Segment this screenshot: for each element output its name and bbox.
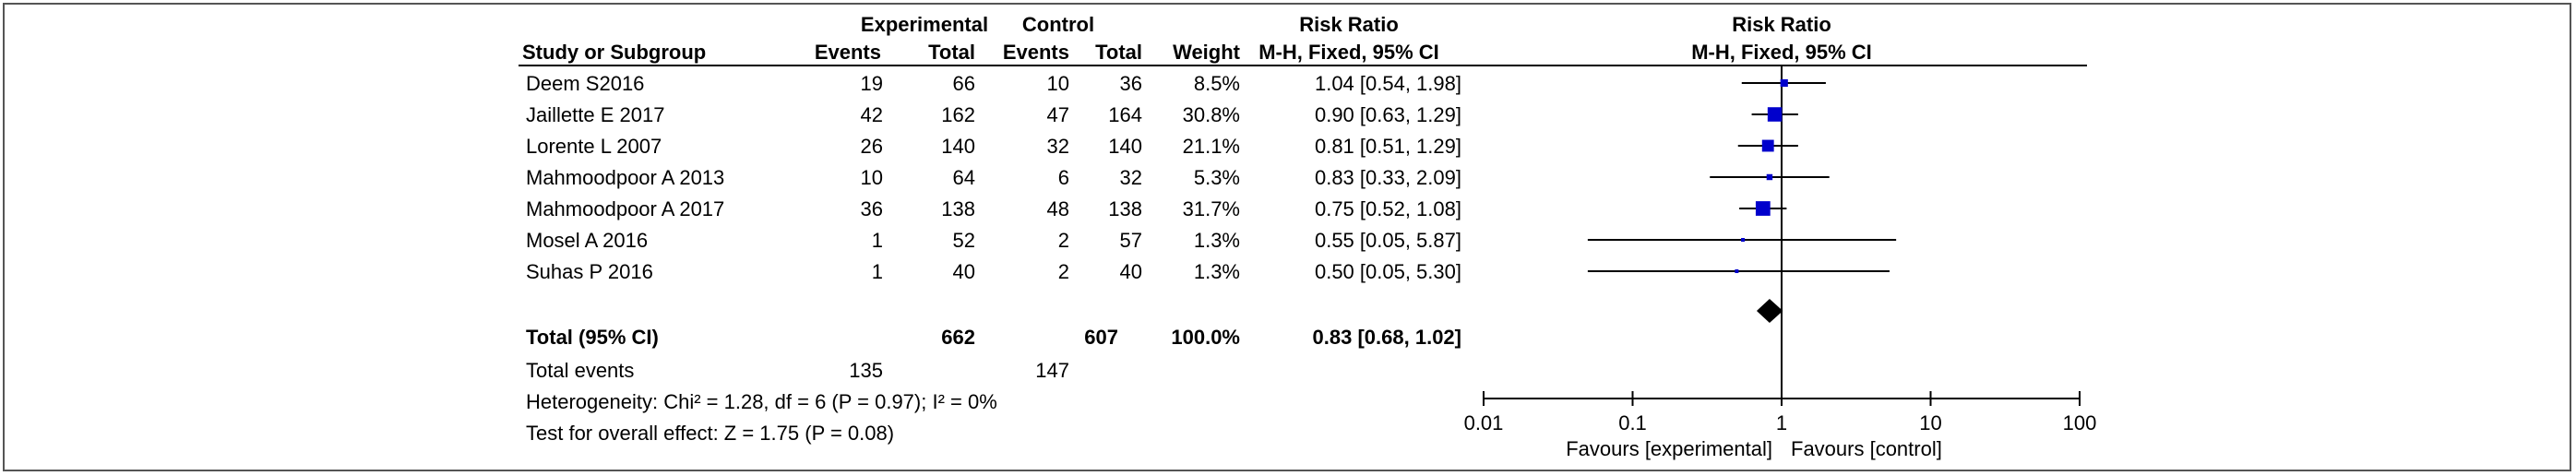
x-tick-label: 1 — [1776, 411, 1787, 434]
study-name: Suhas P 2016 — [526, 260, 653, 283]
study-risk-ratio-ci: 0.50 [0.05, 5.30] — [1315, 260, 1461, 283]
control-events-header: Events — [1003, 41, 1069, 64]
study-risk-ratio-ci: 0.75 [0.52, 1.08] — [1315, 197, 1461, 220]
experimental-events: 19 — [861, 72, 883, 95]
study-name: Deem S2016 — [526, 72, 644, 95]
study-rows: Deem S2016 19 66 10 36 8.5% 1.04 [0.54, 1.98] J… — [526, 72, 1461, 283]
study-row: Lorente L 2007 26 140 32 140 21.1% 0.81 [0.51,… — [526, 135, 1461, 158]
experimental-group-header: Experimental — [861, 13, 988, 36]
experimental-total: 52 — [953, 229, 975, 252]
study-weight: 30.8% — [1183, 103, 1240, 126]
control-total: 32 — [1120, 166, 1142, 189]
experimental-total: 64 — [953, 166, 975, 189]
forest-graphic: 0.01 0.1 1 10 100 Favours [experimental] Favou… — [1464, 66, 2097, 460]
study-weight: 8.5% — [1194, 72, 1240, 95]
control-total: 140 — [1108, 135, 1142, 158]
study-point-marker — [1780, 78, 1788, 88]
study-point-marker — [1735, 269, 1739, 273]
experimental-events: 10 — [861, 166, 883, 189]
study-row: Mosel A 2016 1 52 2 57 1.3% 0.55 [0.05, 5.87] — [526, 229, 1461, 252]
control-events: 6 — [1058, 166, 1069, 189]
experimental-total: 162 — [941, 103, 975, 126]
figure-frame — [3, 3, 2571, 471]
study-row: Mahmoodpoor A 2017 36 138 48 138 31.7% 0.75 [0… — [526, 197, 1461, 220]
study-name: Jaillette E 2017 — [526, 103, 664, 126]
study-weight: 31.7% — [1183, 197, 1240, 220]
experimental-events: 1 — [872, 260, 883, 283]
total-events-control: 147 — [1035, 359, 1069, 382]
study-row: Deem S2016 19 66 10 36 8.5% 1.04 [0.54, 1.98] — [526, 72, 1461, 95]
method-header-right: M-H, Fixed, 95% CI — [1691, 41, 1872, 64]
study-row: Suhas P 2016 1 40 2 40 1.3% 0.50 [0.05, 5.30] — [526, 260, 1461, 283]
control-total: 57 — [1120, 229, 1142, 252]
study-risk-ratio-ci: 0.81 [0.51, 1.29] — [1315, 135, 1461, 158]
experimental-total: 66 — [953, 72, 975, 95]
control-events: 47 — [1047, 103, 1069, 126]
x-tick-label: 10 — [1919, 411, 1941, 434]
overall-effect-text: Test for overall effect: Z = 1.75 (P = 0… — [526, 422, 894, 445]
study-risk-ratio-ci: 0.55 [0.05, 5.87] — [1315, 229, 1461, 252]
total-ci: 0.83 [0.68, 1.02] — [1313, 326, 1461, 349]
study-risk-ratio-ci: 1.04 [0.54, 1.98] — [1315, 72, 1461, 95]
study-weight: 21.1% — [1183, 135, 1240, 158]
total-experimental: 662 — [941, 326, 975, 349]
experimental-total: 138 — [941, 197, 975, 220]
x-tick-label: 0.01 — [1464, 411, 1504, 434]
method-header-left: M-H, Fixed, 95% CI — [1258, 41, 1439, 64]
total-events-label: Total events — [526, 359, 634, 382]
control-total-header: Total — [1095, 41, 1142, 64]
favours-experimental-label: Favours [experimental] — [1566, 437, 1772, 460]
study-point-marker — [1741, 238, 1746, 242]
heterogeneity-text: Heterogeneity: Chi² = 1.28, df = 6 (P = … — [526, 390, 997, 413]
experimental-events: 36 — [861, 197, 883, 220]
experimental-total-header: Total — [928, 41, 975, 64]
total-events-experimental: 135 — [849, 359, 883, 382]
control-events: 2 — [1058, 229, 1069, 252]
control-events: 2 — [1058, 260, 1069, 283]
study-point-marker — [1755, 201, 1771, 216]
control-group-header: Control — [1022, 13, 1094, 36]
pooled-estimate-diamond — [1756, 299, 1783, 323]
experimental-total: 40 — [953, 260, 975, 283]
total-weight: 100.0% — [1171, 326, 1240, 349]
study-risk-ratio-ci: 0.83 [0.33, 2.09] — [1315, 166, 1461, 189]
study-row: Jaillette E 2017 42 162 47 164 30.8% 0.90 [0.6… — [526, 103, 1461, 126]
experimental-total: 140 — [941, 135, 975, 158]
weight-header: Weight — [1173, 41, 1241, 64]
study-name: Lorente L 2007 — [526, 135, 662, 158]
control-events: 10 — [1047, 72, 1069, 95]
control-total: 40 — [1120, 260, 1142, 283]
total-control: 607 — [1084, 326, 1118, 349]
experimental-events: 42 — [861, 103, 883, 126]
study-risk-ratio-ci: 0.90 [0.63, 1.29] — [1315, 103, 1461, 126]
control-total: 138 — [1108, 197, 1142, 220]
experimental-events-header: Events — [815, 41, 881, 64]
study-weight: 5.3% — [1194, 166, 1240, 189]
study-name: Mahmoodpoor A 2017 — [526, 197, 724, 220]
x-tick-label: 100 — [2063, 411, 2097, 434]
control-events: 48 — [1047, 197, 1069, 220]
experimental-events: 1 — [872, 229, 883, 252]
control-total: 164 — [1108, 103, 1142, 126]
total-section: Total (95% CI) 662 607 100.0% 0.83 [0.68… — [526, 326, 1461, 445]
study-row: Mahmoodpoor A 2013 10 64 6 32 5.3% 0.83 [0.33,… — [526, 166, 1461, 189]
control-events: 32 — [1047, 135, 1069, 158]
risk-ratio-header-right: Risk Ratio — [1732, 13, 1831, 36]
study-weight: 1.3% — [1194, 260, 1240, 283]
total-label: Total (95% CI) — [526, 326, 659, 349]
risk-ratio-header-left: Risk Ratio — [1299, 13, 1399, 36]
study-name: Mosel A 2016 — [526, 229, 648, 252]
x-tick-label: 0.1 — [1618, 411, 1647, 434]
study-weight: 1.3% — [1194, 229, 1240, 252]
study-column-header: Study or Subgroup — [522, 41, 706, 64]
table-header: Experimental Control Risk Ratio Risk Rat… — [519, 13, 2087, 66]
control-total: 36 — [1120, 72, 1142, 95]
study-point-marker — [1761, 139, 1774, 152]
favours-control-label: Favours [control] — [1791, 437, 1942, 460]
experimental-events: 26 — [861, 135, 883, 158]
study-point-marker — [1767, 107, 1783, 122]
study-point-marker — [1766, 173, 1773, 181]
study-name: Mahmoodpoor A 2013 — [526, 166, 724, 189]
